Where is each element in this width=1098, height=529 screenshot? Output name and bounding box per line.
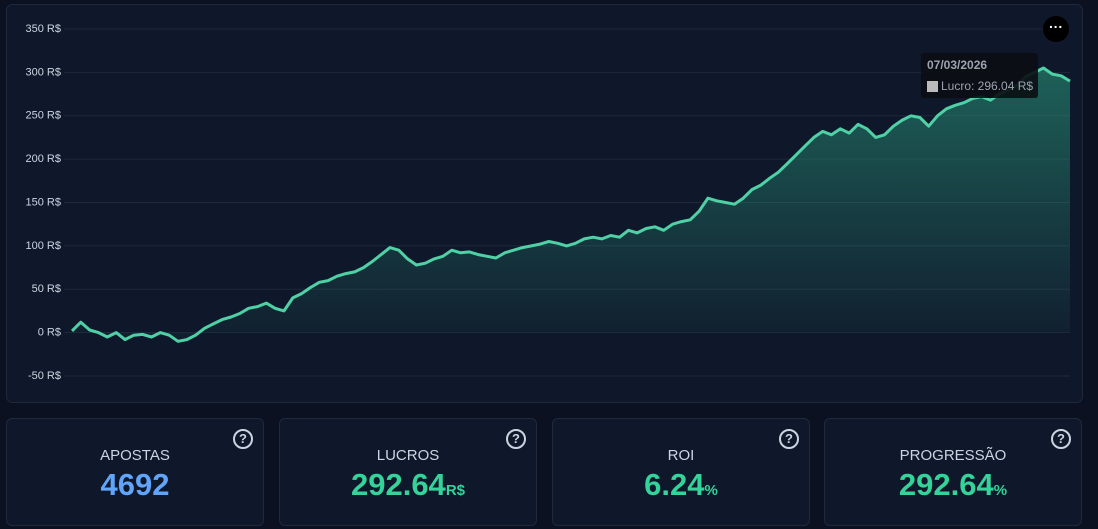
y-tick-label: 250 R$	[26, 110, 61, 122]
y-tick-label: 100 R$	[26, 240, 61, 252]
stat-unit: R$	[445, 482, 465, 499]
stat-value: 292.64	[350, 467, 446, 502]
stat-unit: %	[993, 482, 1008, 499]
y-tick-label: 300 R$	[26, 66, 61, 78]
stat-value-row: 292.64R$	[280, 467, 536, 503]
stat-label: LUCROS	[376, 447, 440, 464]
y-tick-label: 0 R$	[38, 327, 61, 339]
tooltip-box	[921, 53, 1038, 98]
stat-value: 6.24	[644, 467, 705, 502]
y-tick-label: 150 R$	[26, 196, 61, 208]
stat-value: 4692	[100, 467, 170, 502]
area	[72, 68, 1070, 342]
y-tick-label: 200 R$	[26, 153, 61, 165]
stat-card: APOSTAS 4692?	[6, 418, 264, 526]
tooltip-title: 07/03/2026	[927, 58, 987, 72]
menu-icon[interactable]: ···	[1049, 19, 1063, 35]
stat-value-row: 4692	[7, 467, 263, 503]
tooltip: 07/03/2026 Lucro: 296.04 R$	[921, 53, 1038, 98]
help-icon[interactable]: ?	[506, 429, 526, 449]
stat-unit: %	[704, 482, 718, 499]
tooltip-swatch	[927, 81, 938, 92]
menu-button[interactable]	[1043, 16, 1069, 42]
stat-card: ROI 6.24%?	[552, 418, 810, 526]
stat-card: PROGRESSÃO 292.64%?	[824, 418, 1082, 526]
help-icon[interactable]: ?	[1051, 429, 1071, 449]
tooltip-text: Lucro: 296.04 R$	[941, 79, 1033, 93]
stat-card: LUCROS 292.64R$?	[279, 418, 537, 526]
stat-value-row: 292.64%	[825, 467, 1081, 503]
stat-value: 292.64	[898, 467, 994, 502]
stat-label: PROGRESSÃO	[899, 447, 1007, 464]
stat-label: APOSTAS	[100, 447, 170, 464]
line	[70, 66, 1071, 343]
stat-value-row: 6.24%	[553, 467, 809, 503]
help-icon[interactable]: ?	[779, 429, 799, 449]
stat-label: ROI	[667, 447, 695, 464]
y-tick-label: 350 R$	[26, 23, 61, 35]
y-tick-label: 50 R$	[32, 283, 61, 295]
help-icon[interactable]: ?	[233, 429, 253, 449]
chart: -50 R$ 0 R$ 50 R$ 100 R$ 150 R$ 200 R$ 250 R$ 3…	[6, 4, 1083, 403]
y-tick-label: -50 R$	[28, 370, 61, 382]
